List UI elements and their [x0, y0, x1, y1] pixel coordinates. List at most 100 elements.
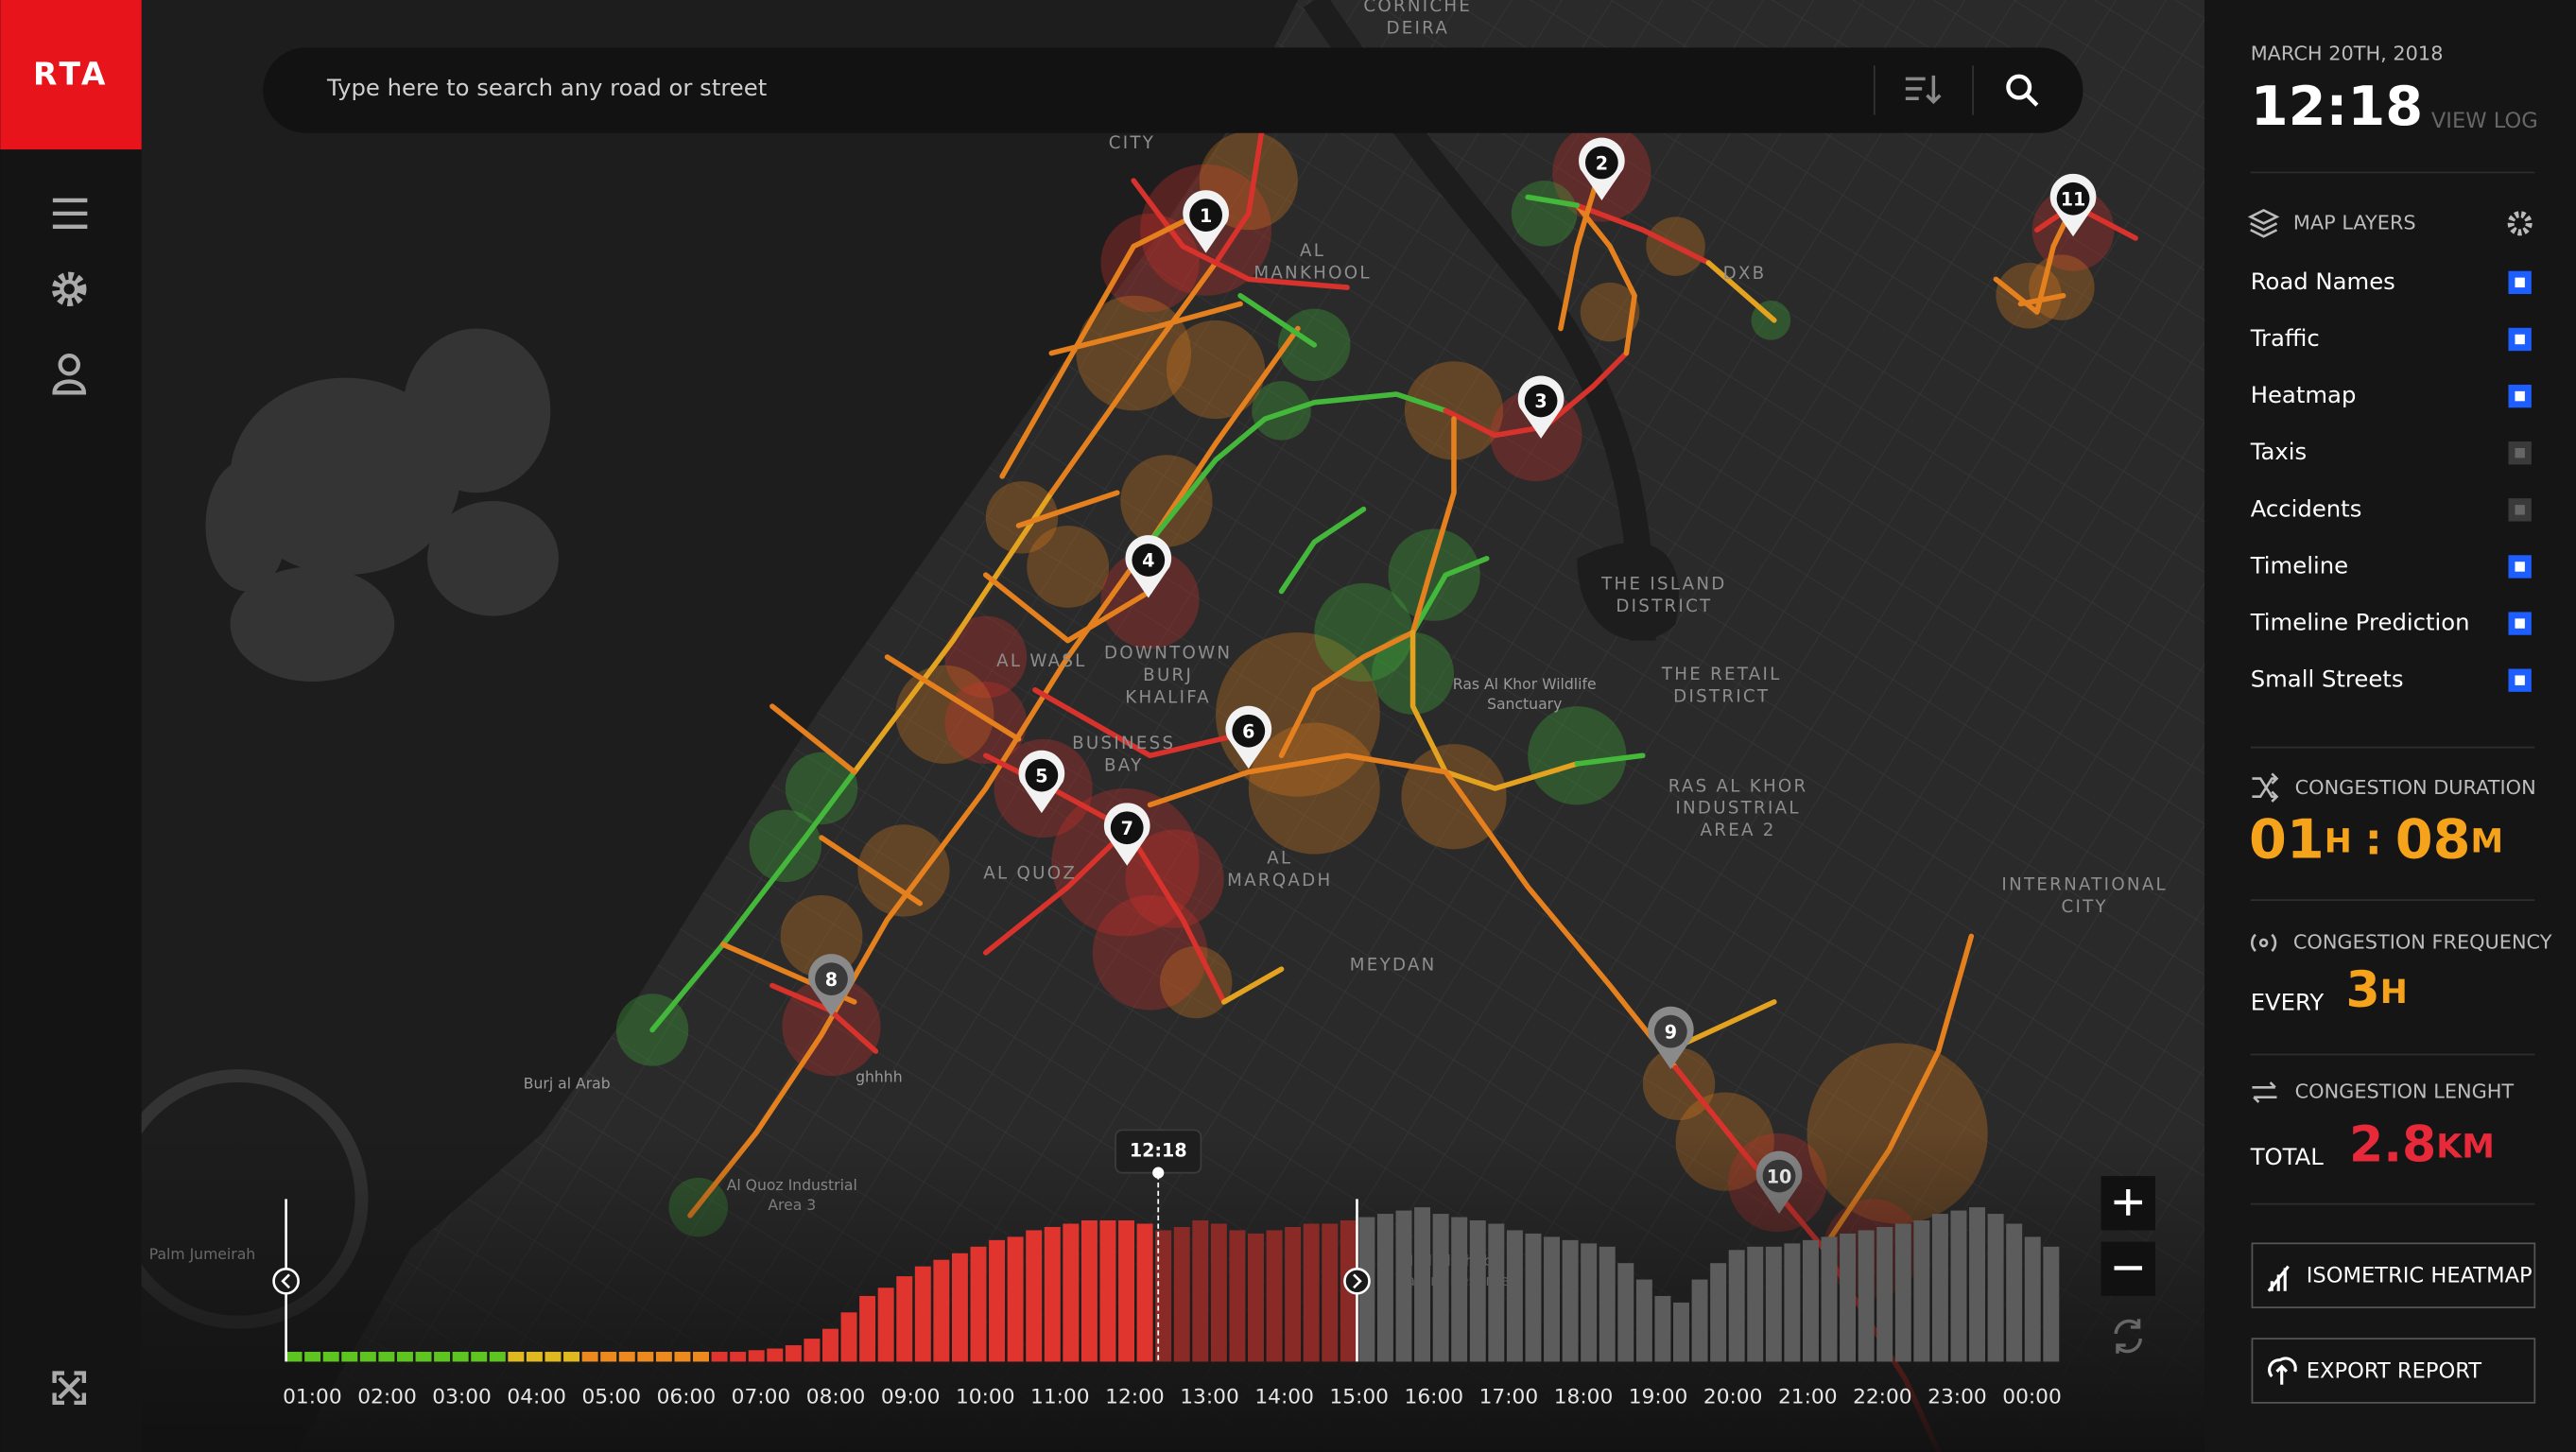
marker-core [1110, 811, 1144, 845]
heat-spot [1528, 706, 1627, 805]
checkbox-dot [2515, 505, 2525, 515]
layer-checkbox[interactable] [2508, 555, 2532, 579]
expand-icon[interactable] [52, 1371, 87, 1406]
checkbox-dot [2515, 334, 2525, 345]
button-icon[interactable] [2268, 1357, 2297, 1385]
islands[interactable] [230, 566, 395, 683]
layer-checkbox[interactable] [2508, 441, 2532, 465]
map-marker[interactable]: 3 [1517, 375, 1565, 439]
settings-icon[interactable] [51, 271, 87, 307]
islands[interactable] [205, 328, 560, 683]
checkbox-dot [2515, 277, 2525, 288]
settings-icon[interactable] [60, 279, 79, 299]
layers-settings[interactable] [2507, 211, 2533, 236]
menu-icon[interactable] [52, 198, 88, 229]
timeline-bar [581, 1352, 598, 1362]
hour-label: 20:00 [1703, 1386, 1763, 1409]
heatmap[interactable] [615, 123, 2115, 1298]
map-label: Sanctuary [1487, 695, 1562, 713]
range-handle[interactable] [272, 1199, 300, 1362]
zoom-controls[interactable] [2101, 1176, 2155, 1354]
heat-spot [1511, 181, 1578, 247]
road [983, 572, 1153, 644]
timeline-bar [1376, 1214, 1393, 1362]
map-marker[interactable]: 6 [1225, 705, 1272, 769]
layer-checkbox[interactable] [2508, 668, 2532, 692]
marker-core [1653, 1014, 1687, 1048]
settings-icon[interactable] [51, 271, 87, 307]
button-label[interactable]: EXPORT REPORT [2307, 1358, 2482, 1383]
map-marker[interactable]: 1 [1183, 190, 1229, 253]
map-marker[interactable]: 2 [1579, 137, 1625, 200]
sort-icon[interactable] [1905, 75, 1942, 105]
user-icon[interactable] [58, 354, 80, 376]
layers-settings[interactable] [2507, 211, 2533, 236]
lagoon[interactable] [1577, 542, 1679, 641]
checkbox-dot [2515, 618, 2525, 629]
sort-icon[interactable] [1905, 75, 1942, 105]
search-bar[interactable]: Type here to search any road or street [263, 47, 2083, 133]
reset-icon[interactable] [2114, 1319, 2143, 1354]
layer-checkbox[interactable] [2508, 327, 2532, 352]
map-marker[interactable]: 9 [1648, 1006, 1694, 1070]
layer-checkbox[interactable] [2508, 270, 2532, 295]
view-log[interactable]: VIEW LOG [2431, 109, 2538, 133]
timeline-bar [1635, 1279, 1652, 1362]
hour-label: 14:00 [1254, 1386, 1314, 1409]
timeline-bar [526, 1352, 543, 1362]
expand-icon[interactable] [52, 1371, 87, 1406]
user-icon[interactable] [52, 379, 87, 395]
timeline-bar [840, 1312, 857, 1362]
heat-spot [1580, 282, 1640, 342]
separators [2250, 171, 2535, 1205]
search-placeholder[interactable]: Type here to search any road or street [326, 74, 767, 101]
export-button[interactable]: EXPORT REPORT [2251, 1338, 2536, 1404]
layer-checkbox[interactable] [2508, 498, 2532, 522]
timeline-bar [1081, 1220, 1098, 1362]
marker-number: 4 [1142, 550, 1154, 572]
layer-checkbox[interactable] [2508, 612, 2532, 635]
layer-checkbox[interactable] [2508, 384, 2532, 408]
islands[interactable] [205, 459, 288, 592]
duration-label: CONGESTION DURATION [2295, 776, 2536, 799]
timeline-bar [1913, 1220, 1930, 1362]
map-marker[interactable]: 5 [1018, 750, 1065, 814]
islands[interactable] [402, 328, 551, 493]
map-marker[interactable]: 8 [808, 954, 855, 1017]
timeline-bar [914, 1266, 931, 1362]
road [649, 769, 857, 1033]
islands[interactable] [427, 500, 560, 616]
timeline-bar [859, 1295, 876, 1362]
button-icon[interactable] [2267, 1265, 2290, 1292]
handle-arrow [281, 1273, 290, 1289]
timeline-bar [1173, 1226, 1190, 1362]
button-frame[interactable] [2251, 1242, 2536, 1308]
isometric-button[interactable]: ISOMETRIC HEATMAP [2251, 1242, 2536, 1308]
map[interactable]: CORNICHEDEIRAMARITIMCITYALMANKHOOLDXBTHE… [108, 0, 2205, 1452]
button-frame[interactable] [2251, 1338, 2536, 1404]
road [1278, 630, 1416, 759]
search-icon[interactable] [2006, 74, 2032, 100]
hour-label: 05:00 [581, 1386, 641, 1409]
length-prefix: TOTAL [2250, 1143, 2325, 1170]
map-marker[interactable]: 11 [2049, 173, 2097, 237]
range-handle[interactable] [1343, 1199, 1371, 1362]
search-icon[interactable] [2025, 94, 2039, 107]
map-marker[interactable]: 7 [1103, 803, 1150, 866]
timeline-bar [1285, 1226, 1302, 1362]
button-label[interactable]: ISOMETRIC HEATMAP [2307, 1264, 2533, 1288]
sidebar-bg [0, 0, 142, 1452]
timeline-bar [1969, 1207, 1986, 1362]
timeline-bar [452, 1352, 469, 1362]
frequency-prefix: EVERY [2251, 989, 2325, 1016]
timeline-bar [618, 1352, 635, 1362]
marker-number: 3 [1534, 390, 1547, 412]
timeline-bar [1192, 1220, 1209, 1362]
markers[interactable]: 1234567891011 [808, 137, 2097, 1215]
timeline-bar [1562, 1239, 1579, 1362]
plus[interactable] [2114, 1188, 2143, 1216]
search-icon[interactable] [2006, 74, 2039, 107]
search-box[interactable] [263, 47, 2083, 133]
user-icon[interactable] [52, 354, 87, 395]
map-marker[interactable]: 4 [1125, 535, 1172, 598]
